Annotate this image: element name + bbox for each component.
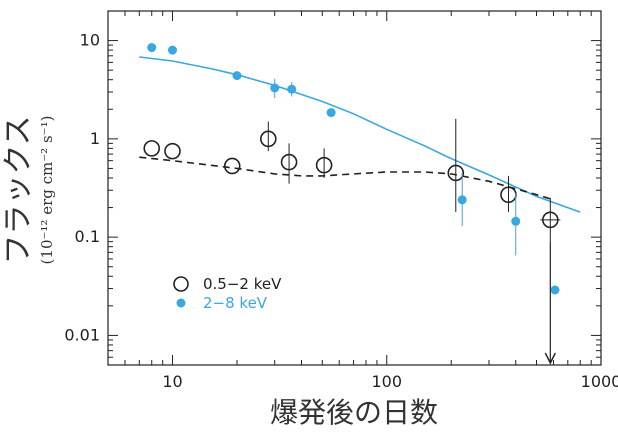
hard-data-point <box>167 45 177 55</box>
hard-data-point <box>232 71 242 81</box>
y-tick-label: 10 <box>80 31 100 50</box>
y-tick-label: 0.01 <box>64 325 100 344</box>
upper-limit-arrow-icon <box>544 352 556 365</box>
y-tick-label: 1 <box>90 129 100 148</box>
legend: 0.5−2 keV 2−8 keV <box>173 275 282 312</box>
soft-data-point <box>447 164 465 182</box>
y-axis-unit: (10⁻¹² erg cm⁻² s⁻¹) <box>38 116 56 265</box>
hard-data-point <box>511 216 521 226</box>
hard-data-point <box>147 43 157 53</box>
hard-data-point <box>270 83 280 93</box>
soft-data-point <box>223 157 241 175</box>
x-tick-label: 100 <box>371 372 402 391</box>
axis-ticks <box>107 10 602 366</box>
y-axis-title: フラックス <box>1 115 36 264</box>
legend-label-soft: 0.5−2 keV <box>203 275 282 293</box>
tick-labels: 10 100 1000 0.01 0.1 1 10 <box>64 31 618 391</box>
x-tick-label: 10 <box>162 372 182 391</box>
hard-data-point <box>550 285 560 295</box>
legend-marker-soft <box>173 276 189 292</box>
y-tick-label: 0.1 <box>75 227 100 246</box>
soft-band-model-curve <box>139 156 554 201</box>
x-tick-label: 1000 <box>581 372 618 391</box>
soft-data-point <box>260 130 277 148</box>
legend-marker-hard <box>176 298 186 308</box>
hard-data-point <box>287 84 297 94</box>
model-curves <box>139 56 581 213</box>
data-points <box>143 43 561 365</box>
hard-band-model-curve <box>139 56 581 213</box>
hard-data-point <box>326 108 336 118</box>
soft-data-point <box>164 142 181 160</box>
x-axis-title: 爆発後の日数 <box>270 396 438 429</box>
plot-frame <box>107 10 602 366</box>
soft-data-point <box>315 156 333 174</box>
soft-data-point <box>143 140 161 157</box>
legend-label-hard: 2−8 keV <box>203 294 268 312</box>
soft-data-point <box>280 153 298 171</box>
hard-data-point <box>457 195 467 205</box>
